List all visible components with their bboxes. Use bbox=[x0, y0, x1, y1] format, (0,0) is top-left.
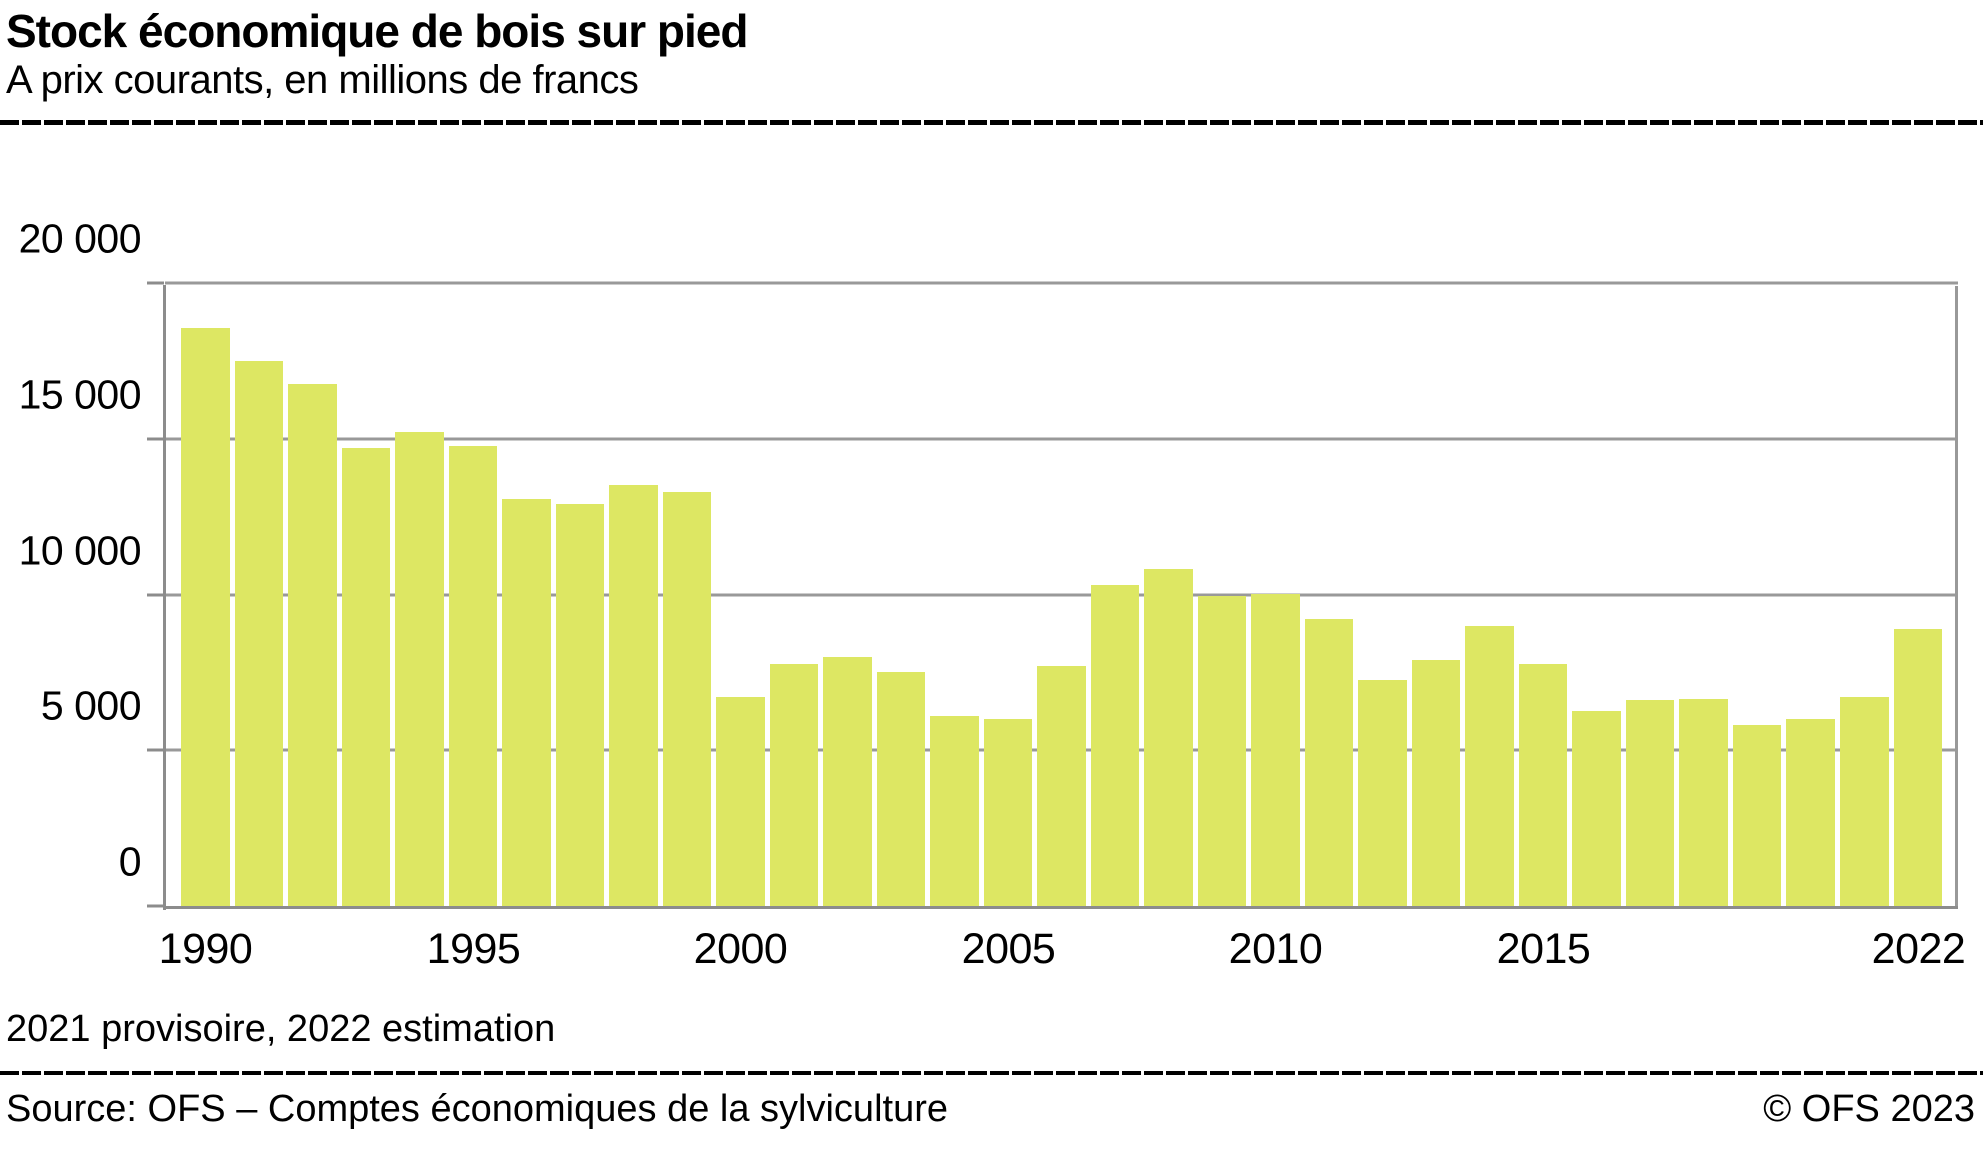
bar-1990 bbox=[181, 328, 230, 909]
page-title: Stock économique de bois sur pied bbox=[6, 5, 748, 57]
bottom-separator-line bbox=[0, 1071, 1983, 1075]
bar-2002 bbox=[823, 656, 872, 909]
bar-2015 bbox=[1518, 664, 1568, 909]
page-subtitle: A prix courants, en millions de francs bbox=[6, 58, 639, 102]
bar-2012 bbox=[1358, 680, 1407, 909]
bar-2018 bbox=[1679, 698, 1728, 909]
gridline-20000 bbox=[165, 281, 1958, 285]
bar-1995 bbox=[448, 446, 498, 909]
y-tick-10000 bbox=[147, 593, 164, 596]
bar-1997 bbox=[555, 504, 605, 909]
x-tick-label-2010: 2010 bbox=[1228, 925, 1323, 973]
plot-area: 0 5 000 10 000 15 000 20 000 1990 1995 2000 200… bbox=[19, 216, 1966, 974]
bars-container bbox=[165, 286, 1958, 909]
bar-1996 bbox=[502, 499, 551, 909]
bar-2016 bbox=[1572, 711, 1621, 909]
y-tick-label-5000: 5 000 bbox=[40, 682, 142, 729]
y-tick-label-20000: 20 000 bbox=[18, 215, 142, 262]
x-tick-label-2022: 2022 bbox=[1871, 925, 1966, 973]
bar-2022 bbox=[1893, 628, 1943, 909]
bar-2003 bbox=[876, 672, 926, 909]
bar-2007 bbox=[1090, 585, 1140, 909]
y-tick-15000 bbox=[147, 437, 164, 441]
bar-2006 bbox=[1037, 666, 1086, 909]
bar-2001 bbox=[769, 664, 819, 909]
bar-2000 bbox=[716, 697, 765, 909]
bar-2004 bbox=[930, 715, 979, 909]
bar-1999 bbox=[662, 491, 712, 909]
bar-2021 bbox=[1839, 697, 1889, 909]
x-tick-label-2005: 2005 bbox=[961, 925, 1056, 973]
x-tick-label-1990: 1990 bbox=[158, 925, 253, 973]
bar-1998 bbox=[609, 485, 658, 909]
bar-2017 bbox=[1625, 700, 1675, 909]
y-tick-0 bbox=[147, 904, 164, 908]
y-tick-20000 bbox=[147, 281, 164, 285]
footnote: 2021 provisoire, 2022 estimation bbox=[6, 1008, 556, 1050]
bar-2008 bbox=[1144, 569, 1193, 909]
bar-2010 bbox=[1251, 594, 1300, 909]
top-separator-line bbox=[0, 120, 1983, 125]
bar-2009 bbox=[1197, 595, 1247, 909]
y-tick-label-15000: 15 000 bbox=[18, 371, 142, 418]
bar-2019 bbox=[1732, 725, 1782, 909]
x-tick-label-1995: 1995 bbox=[426, 925, 521, 973]
bar-1994 bbox=[395, 432, 444, 909]
bar-1992 bbox=[288, 384, 337, 909]
bar-1991 bbox=[234, 360, 284, 909]
source-text: Source: OFS – Comptes économiques de la … bbox=[6, 1088, 948, 1130]
x-axis-line bbox=[163, 906, 1958, 909]
x-tick-label-2015: 2015 bbox=[1496, 925, 1591, 973]
bar-2013 bbox=[1411, 659, 1461, 909]
gridline-15000 bbox=[165, 437, 1958, 441]
source-bar: Source: OFS – Comptes économiques de la … bbox=[6, 1088, 1975, 1131]
bar-2020 bbox=[1786, 719, 1835, 909]
gridline-10000 bbox=[165, 593, 1958, 596]
copyright-text: © OFS 2023 bbox=[1763, 1088, 1975, 1130]
plot-right-border bbox=[1955, 286, 1958, 909]
y-tick-label-10000: 10 000 bbox=[18, 527, 142, 573]
bar-2011 bbox=[1304, 619, 1354, 909]
bar-2014 bbox=[1465, 625, 1514, 909]
y-tick-5000 bbox=[147, 748, 164, 752]
bar-2005 bbox=[983, 719, 1033, 909]
bar-1993 bbox=[341, 447, 391, 909]
y-axis-line bbox=[163, 285, 166, 910]
x-tick-label-2000: 2000 bbox=[693, 925, 788, 973]
y-tick-label-0: 0 bbox=[118, 838, 142, 885]
